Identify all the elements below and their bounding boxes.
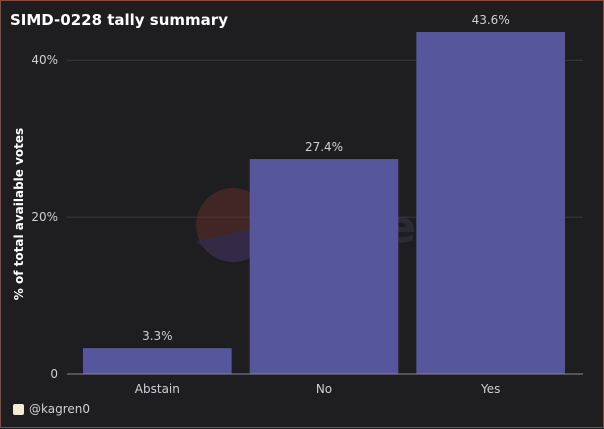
bar-abstain[interactable] [83,348,232,374]
value-labels: 3.3% 27.4% 43.6% [142,13,510,343]
bar-yes[interactable] [416,31,565,375]
y-axis-label: % of total available votes [12,128,26,300]
y-tick-label: 0 [50,367,58,381]
x-tick-label: Yes [480,382,500,396]
author-handle: @kagren0 [29,402,91,416]
chart-title: SIMD-0228 tally summary [10,11,228,29]
y-tick-label: 20% [31,210,58,224]
footer: @kagren0 [13,402,90,416]
bar-value-label: 43.6% [472,13,510,27]
avatar [13,403,24,415]
x-tick-label: No [316,382,332,396]
y-tick-labels: 0 20% 40% [31,53,58,381]
x-tick-labels: Abstain No Yes [135,382,501,396]
x-tick-label: Abstain [135,382,180,396]
bar-value-label: 27.4% [305,140,343,154]
bars [83,31,565,375]
bar-value-label: 3.3% [142,329,173,343]
y-tick-label: 40% [31,53,58,67]
bar-no[interactable] [249,159,399,374]
